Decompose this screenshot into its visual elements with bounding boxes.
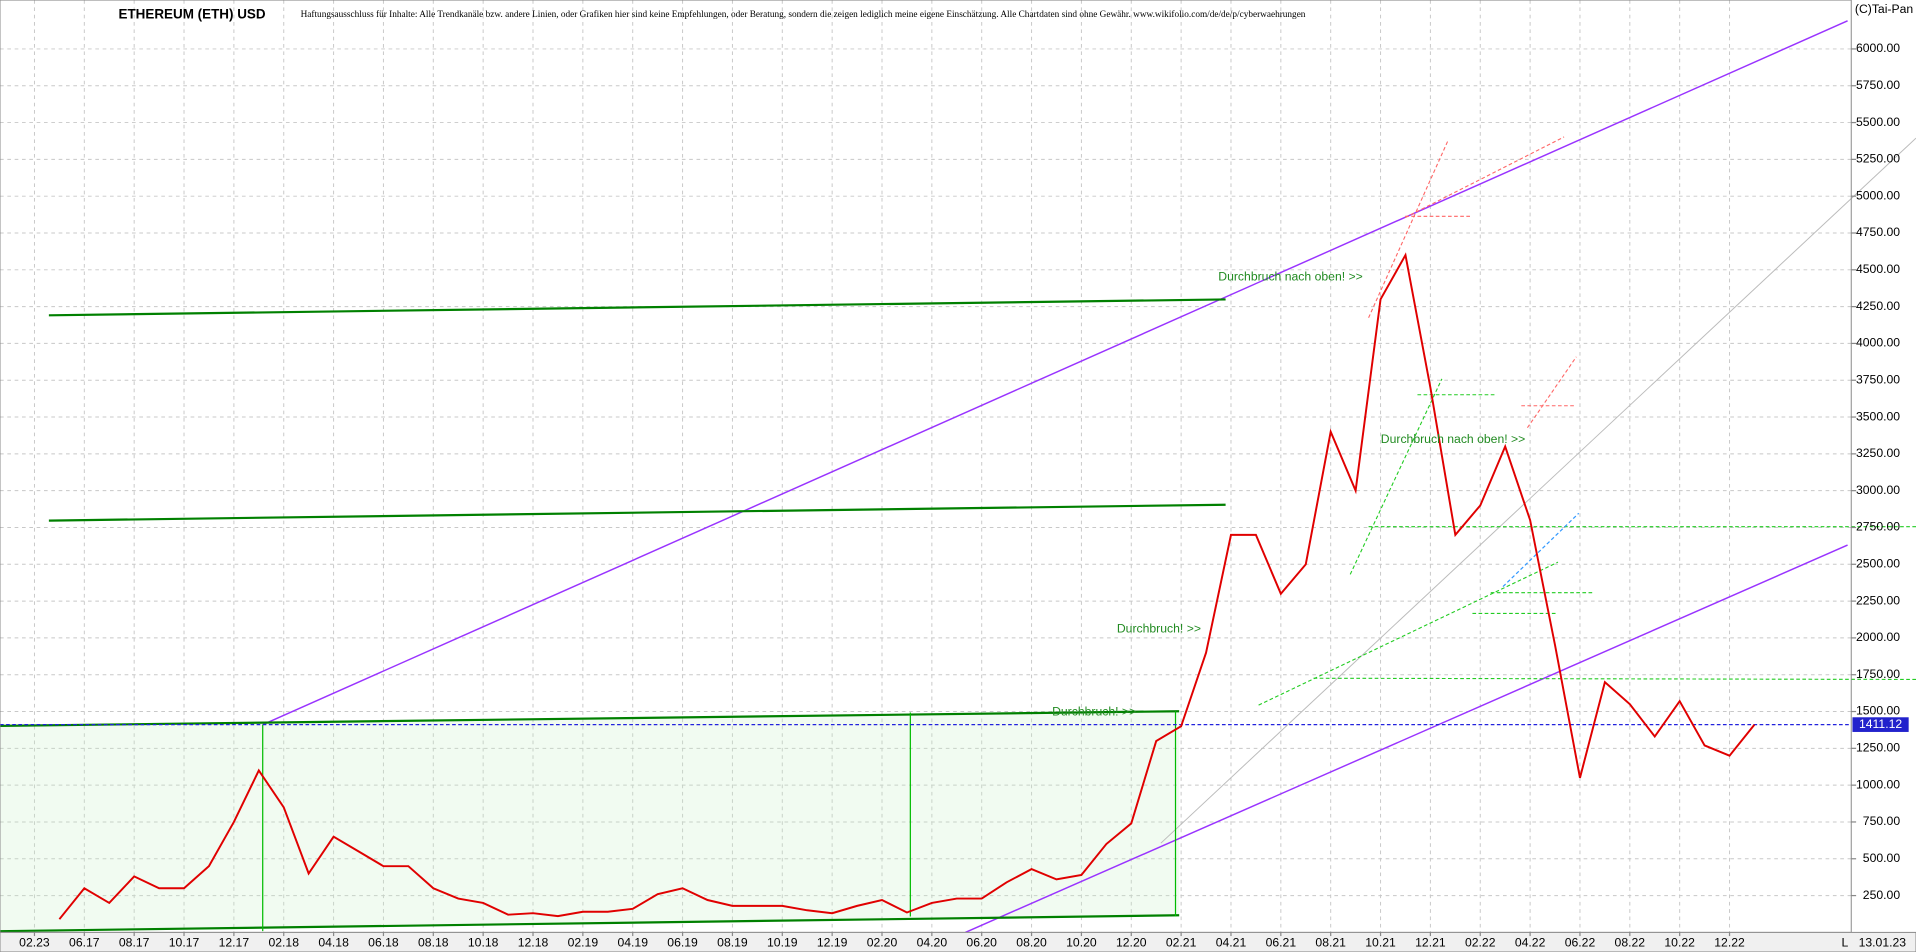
channel-lower [965, 544, 1848, 934]
y-tick-label: 3000.00 [1856, 483, 1900, 497]
x-tick-label: 06.17 [69, 936, 100, 950]
disclaimer: Haftungsausschluss für Inhalte: Alle Tre… [301, 10, 1306, 20]
x-tick-label: 12.21 [1415, 936, 1446, 950]
y-tick-label: 2000.00 [1856, 630, 1900, 644]
labels: 250.00500.00750.001000.001250.001500.001… [19, 41, 1909, 950]
chart-title: ETHEREUM (ETH) USD [119, 6, 266, 21]
x-tick-label: 10.17 [169, 936, 200, 950]
y-tick-label: 4750.00 [1856, 225, 1900, 239]
x-tick-label: 02.22 [1465, 936, 1496, 950]
y-tick-label: 500.00 [1863, 851, 1901, 865]
x-tick-label: 08.21 [1315, 936, 1346, 950]
x-tick-label: 10.22 [1664, 936, 1695, 950]
x-tick-label: 12.22 [1714, 936, 1745, 950]
x-tick-label: 02.23 [19, 936, 50, 950]
x-tick-label: 02.18 [268, 936, 299, 950]
y-tick-label: 3250.00 [1856, 446, 1900, 460]
y-tick-label: 1750.00 [1856, 667, 1900, 681]
current-price-box [1852, 717, 1909, 732]
x-tick-label: 12.17 [219, 936, 250, 950]
x-tick-label: 04.18 [318, 936, 349, 950]
dashed-trend [1349, 378, 1443, 575]
y-tick-label: 5000.00 [1856, 188, 1900, 202]
x-tick-label: 08.19 [717, 936, 748, 950]
dashed-trend [1258, 561, 1559, 706]
last-date: 13.01.23 [1859, 936, 1907, 950]
trend-line [1160, 137, 1916, 844]
x-tick-label: 04.21 [1216, 936, 1247, 950]
range-box [0, 711, 1180, 932]
y-tick-label: 4500.00 [1856, 262, 1900, 276]
x-tick-label: 08.18 [418, 936, 449, 950]
dashed-trend [1368, 140, 1449, 318]
y-tick-label: 1000.00 [1856, 777, 1900, 791]
price-line [58, 252, 1756, 920]
annotation: Durchbruch nach oben! >> [1218, 270, 1363, 284]
dashed-level [1313, 677, 1916, 681]
x-tick-label: 04.20 [917, 936, 948, 950]
x-tick-label: 08.22 [1615, 936, 1646, 950]
x-tick-label: 06.19 [667, 936, 698, 950]
source: (C)Tai-Pan [1855, 2, 1913, 16]
y-tick-label: 1250.00 [1856, 741, 1900, 755]
y-tick-label: 2500.00 [1856, 557, 1900, 571]
y-tick-label: 6000.00 [1856, 41, 1900, 55]
x-tick-label: 02.20 [867, 936, 898, 950]
annotation: Durchbruch! >> [1117, 622, 1201, 636]
x-tick-label: 10.21 [1365, 936, 1396, 950]
x-tick-label: 08.17 [119, 936, 150, 950]
x-tick-label: 10.18 [468, 936, 499, 950]
x-tick-label: 06.18 [368, 936, 399, 950]
x-tick-label: 06.20 [966, 936, 997, 950]
current-price-label: 1411.12 [1859, 717, 1902, 731]
dashed-trend [1526, 356, 1577, 429]
plot [0, 252, 1852, 920]
support-line [0, 914, 1180, 933]
dashed-trend [1404, 136, 1565, 219]
y-tick-label: 5500.00 [1856, 115, 1900, 129]
scale-mode: L [1841, 936, 1848, 950]
y-tick-label: 3500.00 [1856, 409, 1900, 423]
y-tick-label: 2750.00 [1856, 520, 1900, 534]
channel-upper [262, 20, 1848, 726]
x-tick-label: 12.20 [1116, 936, 1147, 950]
resistance-line [48, 298, 1226, 317]
y-tick-label: 250.00 [1863, 888, 1901, 902]
x-tick-label: 10.20 [1066, 936, 1097, 950]
x-tick-label: 12.18 [518, 936, 549, 950]
y-tick-label: 5750.00 [1856, 78, 1900, 92]
y-tick-label: 1500.00 [1856, 704, 1900, 718]
dashed-trend [1502, 512, 1580, 588]
resistance-line [48, 503, 1226, 522]
x-tick-label: 06.22 [1565, 936, 1596, 950]
x-tick-label: 02.19 [568, 936, 599, 950]
annotation: Durchbruch! >> [1052, 705, 1136, 719]
grid [0, 0, 1852, 933]
y-tick-label: 750.00 [1863, 814, 1901, 828]
y-tick-label: 4000.00 [1856, 336, 1900, 350]
y-tick-label: 2250.00 [1856, 593, 1900, 607]
x-tick-label: 10.19 [767, 936, 798, 950]
y-tick-label: 5250.00 [1856, 152, 1900, 166]
x-tick-label: 12.19 [817, 936, 848, 950]
y-tick-label: 4250.00 [1856, 299, 1900, 313]
x-tick-label: 04.19 [617, 936, 648, 950]
resistance-line [0, 710, 1180, 727]
y-tick-label: 3750.00 [1856, 372, 1900, 386]
x-tick-label: 02.21 [1166, 936, 1197, 950]
x-tick-label: 04.22 [1515, 936, 1546, 950]
x-tick-label: 08.20 [1016, 936, 1047, 950]
x-tick-label: 06.21 [1266, 936, 1297, 950]
annotation: Durchbruch nach oben! >> [1381, 432, 1526, 446]
trend-drawings [0, 20, 1916, 934]
